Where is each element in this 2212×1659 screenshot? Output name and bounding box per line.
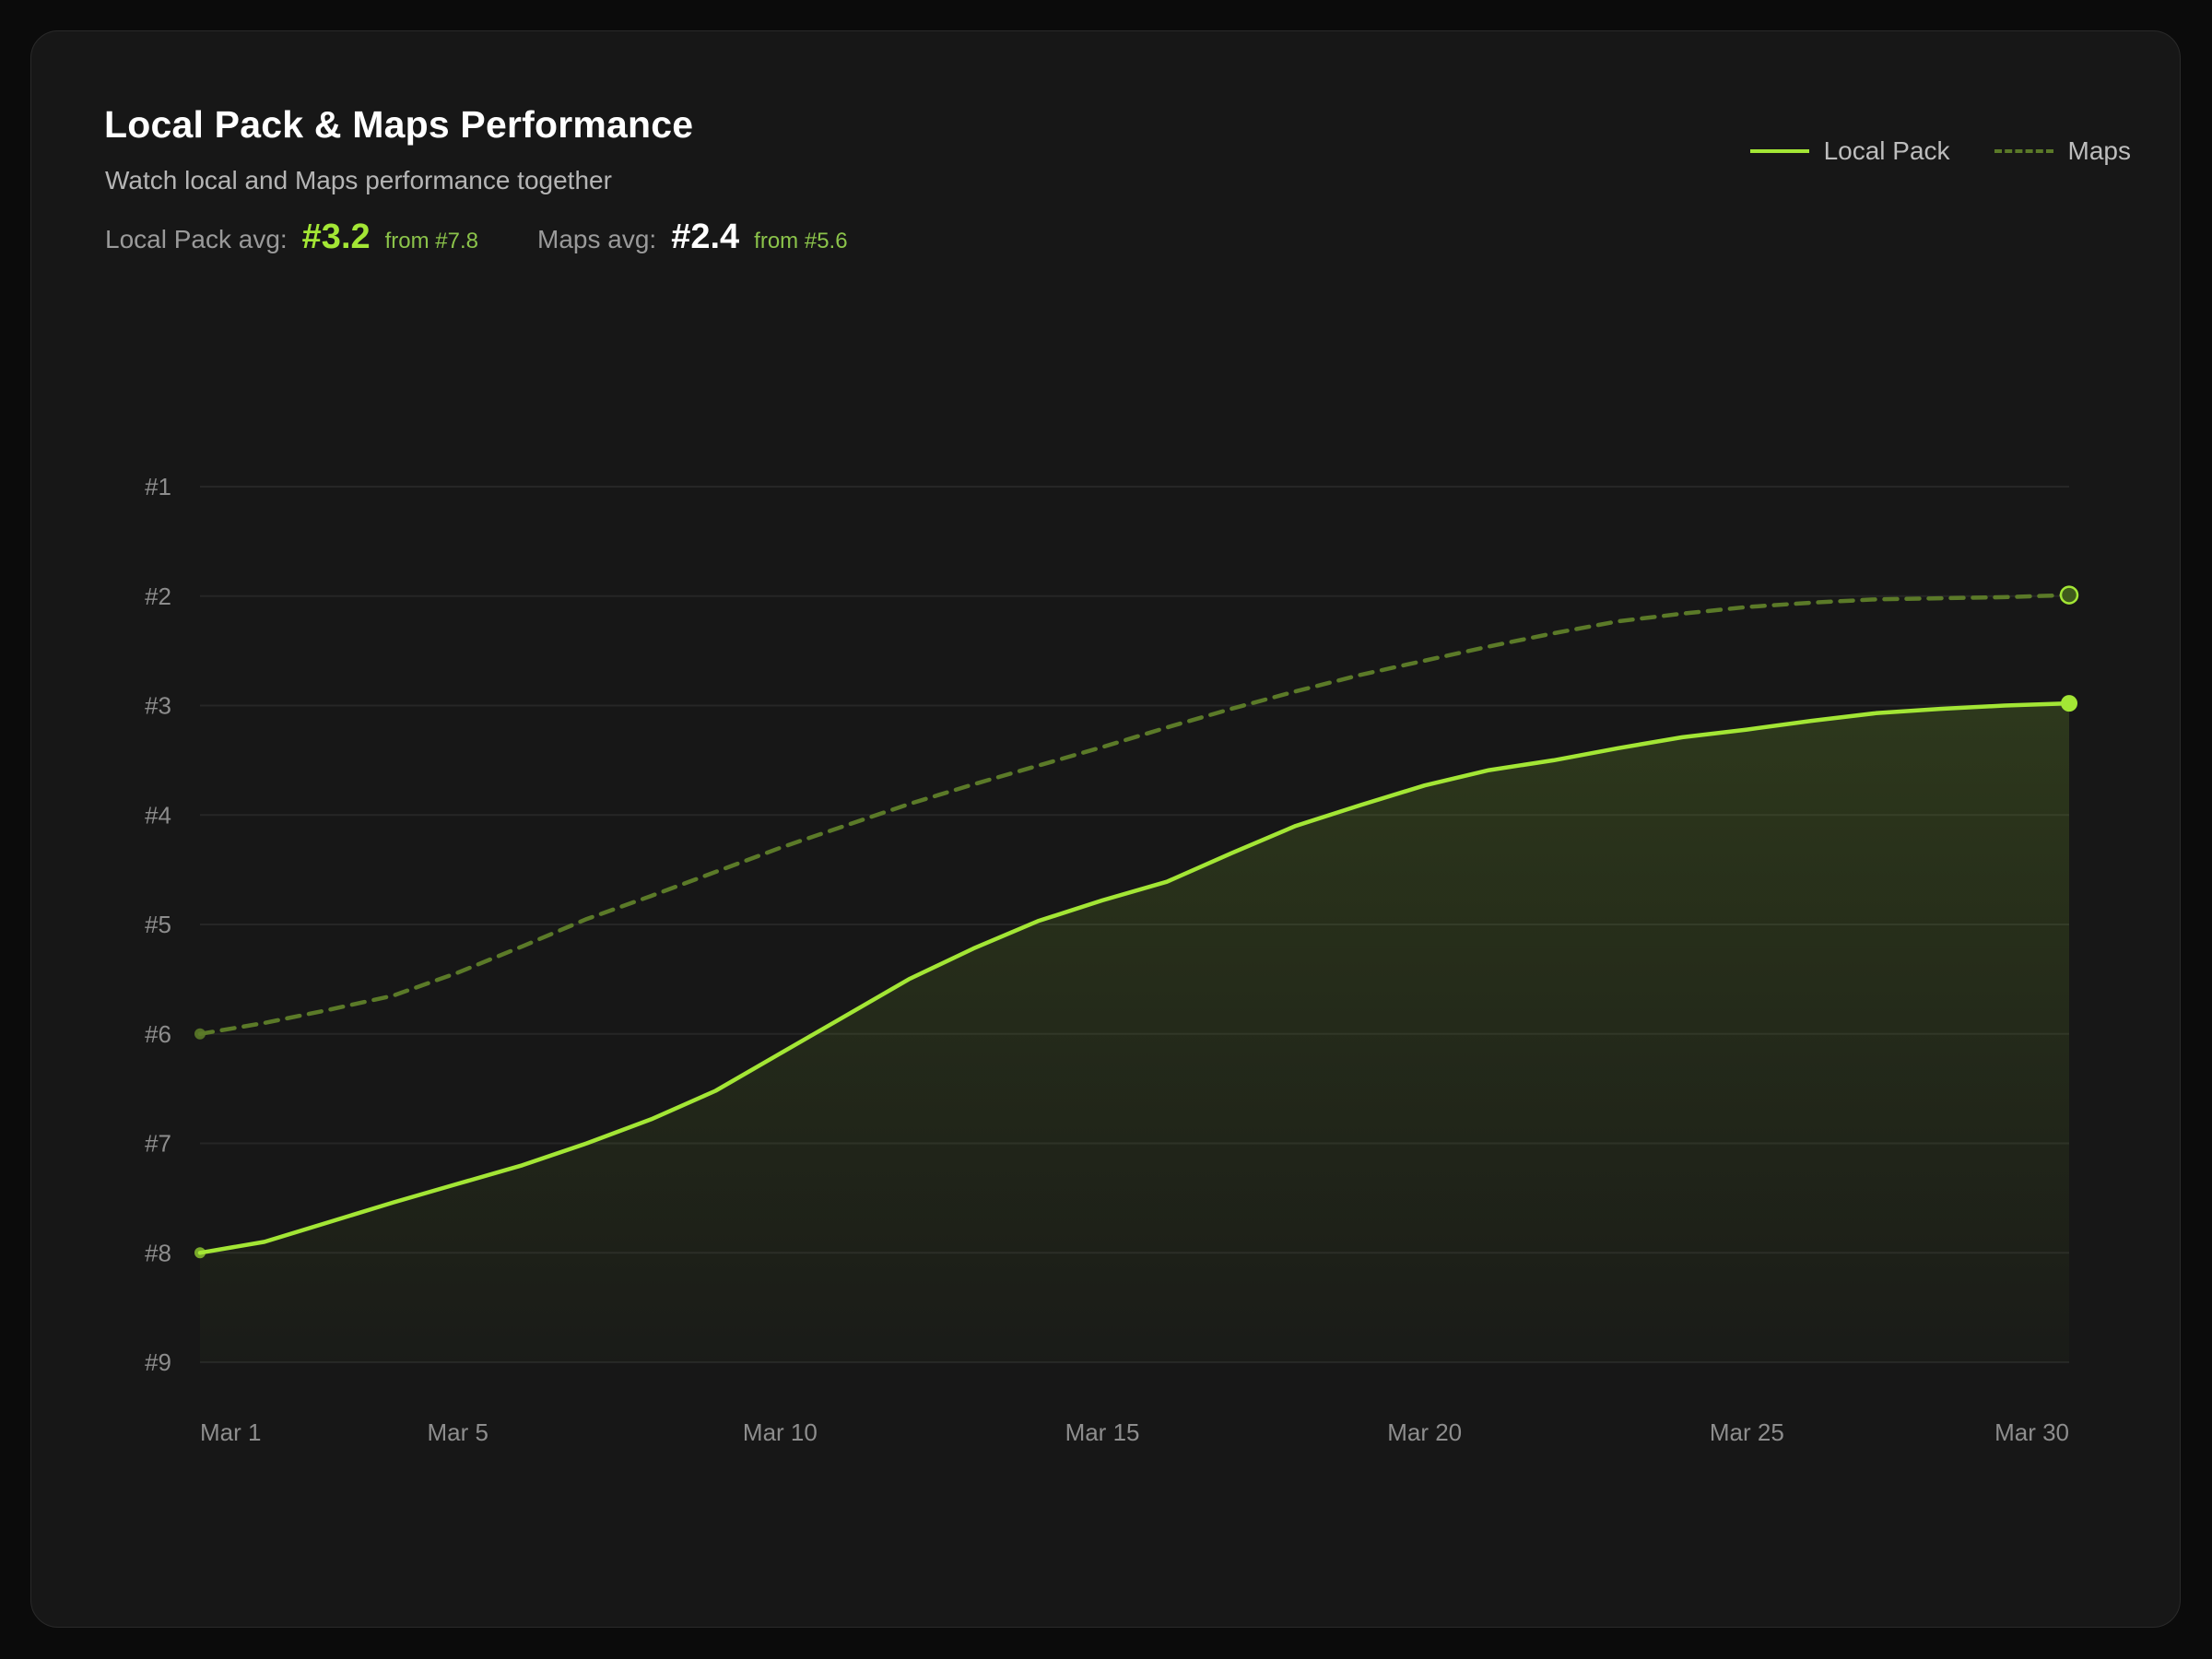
x-tick-label: Mar 1 [200, 1418, 261, 1446]
legend-item-local-pack[interactable]: Local Pack [1749, 136, 1950, 166]
series-points [194, 585, 2079, 1259]
local-pack-from-value: from #7.8 [384, 229, 479, 253]
chart-subtitle: Watch local and Maps performance togethe… [105, 166, 612, 194]
y-tick-label: #3 [145, 692, 171, 720]
y-tick-label: #6 [145, 1020, 171, 1048]
y-tick-label: #1 [145, 473, 171, 500]
x-tick-label: Mar 10 [743, 1418, 818, 1446]
y-tick-label: #5 [145, 911, 171, 938]
local-pack-avg-value: #3.2 [301, 218, 371, 256]
x-tick-label: Mar 20 [1387, 1418, 1462, 1446]
maps-from-value: from #5.6 [754, 229, 848, 253]
legend-label-maps: Maps [2067, 136, 2131, 165]
series-lines [197, 593, 2072, 1255]
maps-avg-value: #2.4 [671, 218, 740, 256]
x-tick-label: Mar 5 [427, 1418, 488, 1446]
area-layer [200, 703, 2069, 1362]
local-pack-start-point[interactable] [194, 1247, 206, 1259]
x-tick-label: Mar 25 [1710, 1418, 1784, 1446]
legend-label-local-pack: Local Pack [1823, 136, 1950, 165]
y-tick-label: #8 [145, 1239, 171, 1266]
chart-legend: Local Pack Maps [1706, 136, 2131, 166]
legend-swatch-maps [1994, 149, 2053, 153]
y-tick-label: #2 [145, 582, 171, 610]
chart-title: Local Pack & Maps Performance [104, 103, 694, 146]
y-tick-label: #4 [145, 801, 171, 829]
y-axis-ticks: #1 #2 #3 #4 #5 #6 #7 #8 #9 [145, 473, 171, 1376]
maps-avg-label: Maps avg: [537, 225, 657, 253]
y-tick-label: #9 [145, 1348, 171, 1376]
x-axis-ticks: Mar 1 Mar 5 Mar 10 Mar 15 Mar 20 Mar 25 Mar 30 [200, 1418, 2069, 1446]
maps-line[interactable] [197, 593, 2072, 1037]
y-tick-label: #7 [145, 1130, 171, 1158]
summary-stats: Local Pack avg: #3.2 from #7.8 Maps avg:… [105, 218, 848, 257]
legend-item-maps[interactable]: Maps [1994, 136, 2131, 166]
x-tick-label: Mar 30 [1994, 1418, 2069, 1446]
local-pack-end-point[interactable] [2061, 695, 2077, 712]
maps-end-point[interactable] [2059, 585, 2079, 605]
maps-start-point[interactable] [194, 1028, 206, 1040]
x-tick-label: Mar 15 [1065, 1418, 1140, 1446]
local-pack-avg-label: Local Pack avg: [105, 225, 288, 253]
local-pack-line[interactable] [197, 700, 2072, 1255]
local-pack-area [200, 703, 2069, 1362]
legend-swatch-local-pack [1749, 149, 1809, 153]
